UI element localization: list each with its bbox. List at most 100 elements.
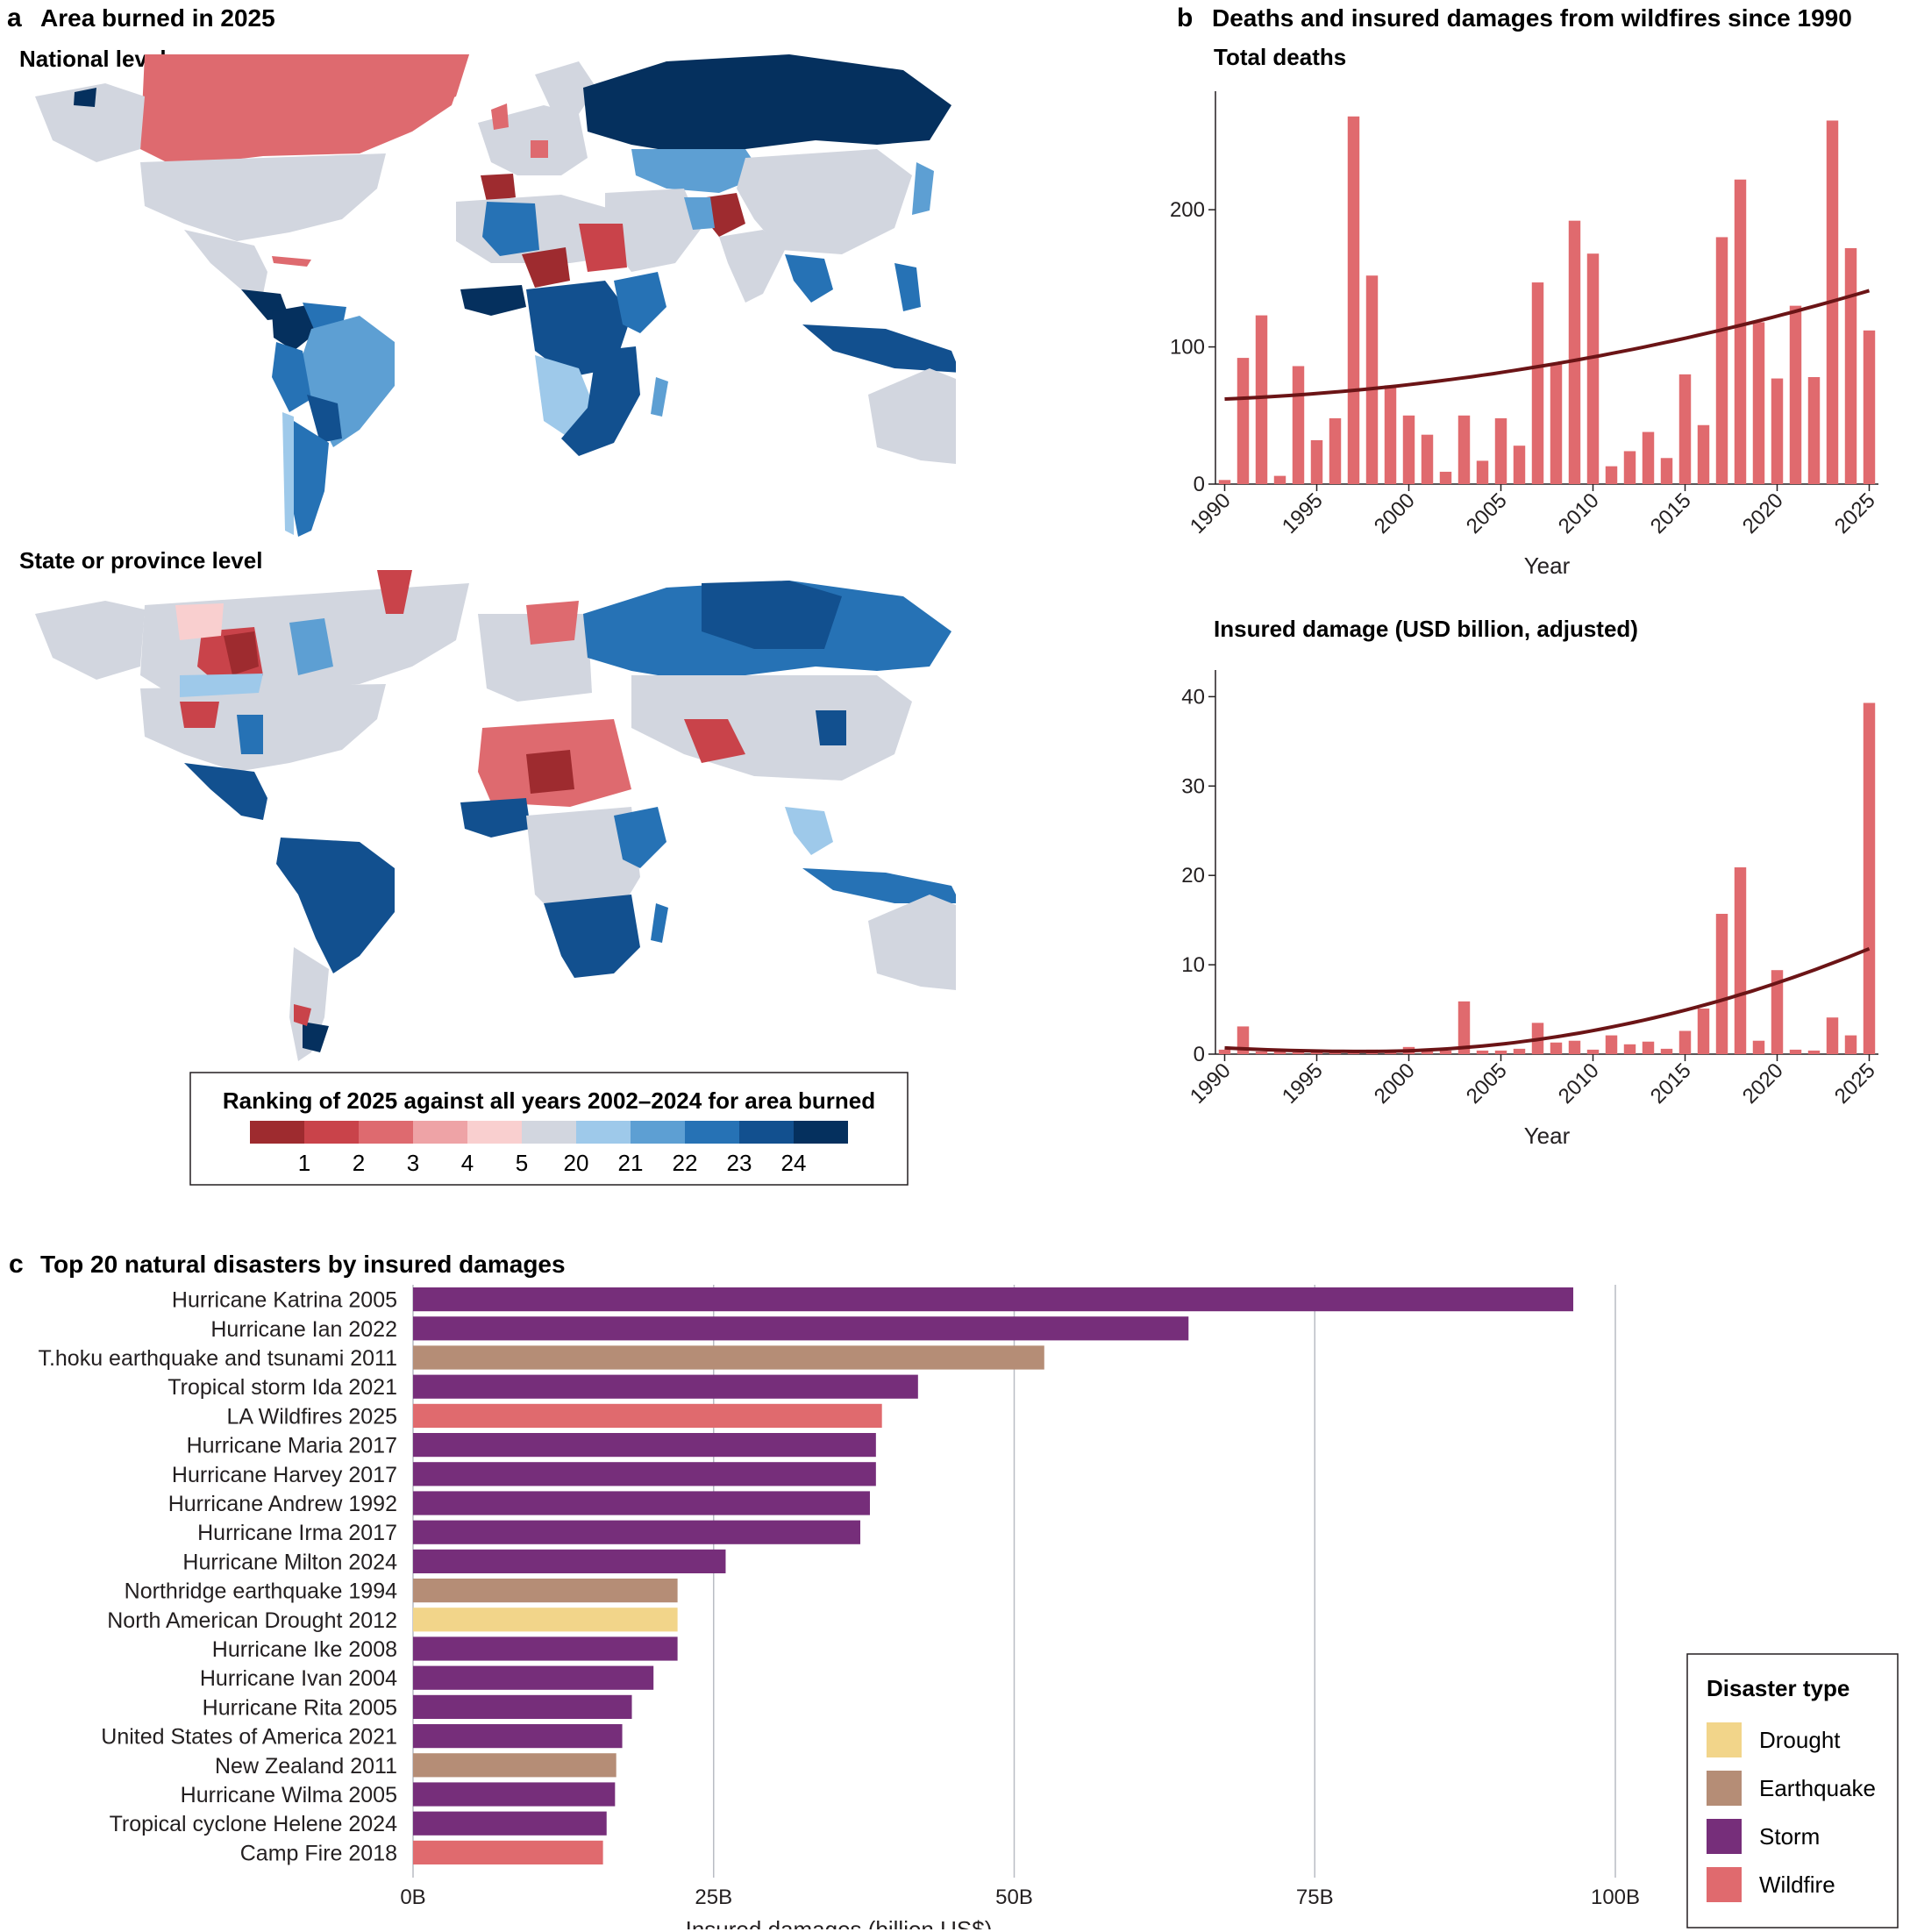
damage-bar-2010 — [1586, 1049, 1600, 1054]
damage-bar-2014 — [1660, 1048, 1673, 1054]
deaths-bar-1992 — [1255, 315, 1268, 484]
state-map-usa-southeast — [237, 715, 263, 754]
damage-bar-2012 — [1623, 1044, 1636, 1054]
damage-bar-2003 — [1457, 1001, 1471, 1054]
legend-label-5: 5 — [516, 1150, 528, 1176]
legend-swatch-storm — [1707, 1819, 1742, 1854]
map-scandinavia — [535, 61, 596, 114]
damage-chart-title: Insured damage (USD billion, adjusted) — [1214, 616, 1638, 642]
deaths-bar-2013 — [1642, 431, 1655, 484]
disaster-label-3: T.hoku earthquake and tsunami 2011 — [38, 1346, 397, 1371]
state-map-canada-red — [224, 631, 259, 675]
map-iran — [684, 197, 715, 230]
deaths-xtick-label-2010: 2010 — [1554, 488, 1604, 538]
deaths-bar-2015 — [1678, 374, 1692, 484]
map-alaska-tip — [74, 88, 96, 107]
legend-swatch-8 — [631, 1121, 685, 1144]
damage-ytick-label-20: 20 — [1181, 864, 1205, 888]
map-australia — [868, 368, 956, 464]
map-argentina — [289, 421, 329, 537]
legend-label-2: 2 — [353, 1150, 365, 1176]
ranking-legend-title: Ranking of 2025 against all years 2002–2… — [223, 1087, 875, 1114]
deaths-bar-2001 — [1421, 434, 1434, 484]
deaths-bar-2007 — [1531, 282, 1544, 484]
damage-ytick-label-40: 40 — [1181, 685, 1205, 709]
deaths-xtick-label-2020: 2020 — [1738, 488, 1788, 538]
damage-bar-1990 — [1218, 1049, 1231, 1054]
deaths-bar-2016 — [1697, 424, 1710, 484]
panel-c-header: c Top 20 natural disasters by insured da… — [9, 1250, 566, 1279]
deaths-chart-title: Total deaths — [1214, 44, 1346, 70]
disasters-x-axis-label: Insured damages (billion US$) — [686, 1916, 993, 1929]
disaster-bar-16 — [413, 1724, 623, 1749]
map-east-africa — [614, 272, 666, 333]
map-india — [719, 230, 785, 303]
damage-bar-2020 — [1771, 970, 1784, 1054]
legend-label-23: 23 — [727, 1150, 752, 1176]
map-japan — [912, 162, 934, 215]
damage-bar-1992 — [1255, 1051, 1268, 1054]
legend-label-4: 4 — [461, 1150, 474, 1176]
state-map-australia — [868, 895, 956, 990]
damage-bar-2008 — [1550, 1042, 1563, 1054]
damage-bar-2018 — [1734, 867, 1747, 1054]
damage-bar-2015 — [1678, 1030, 1692, 1054]
disaster-bar-17 — [413, 1753, 616, 1778]
deaths-bar-2018 — [1734, 179, 1747, 484]
deaths-bar-1995 — [1310, 439, 1323, 484]
disaster-bar-15 — [413, 1694, 632, 1719]
state-map-north-africa-dark — [526, 750, 574, 794]
disaster-label-5: LA Wildfires 2025 — [226, 1404, 397, 1429]
legend-swatch-10 — [739, 1121, 794, 1144]
disaster-bar-1 — [413, 1287, 1574, 1312]
damage-bar-2013 — [1642, 1041, 1655, 1054]
deaths-bar-2012 — [1623, 451, 1636, 484]
map-philippines — [894, 263, 921, 311]
map-mozambique — [561, 346, 640, 456]
disaster-bar-6 — [413, 1433, 876, 1458]
map-mexico — [184, 230, 267, 294]
disaster-bar-13 — [413, 1636, 678, 1661]
deaths-ytick-label-200: 200 — [1170, 198, 1205, 222]
damage-bar-1993 — [1273, 1051, 1286, 1054]
deaths-bar-1990 — [1218, 480, 1231, 484]
disaster-bar-9 — [413, 1520, 861, 1544]
map-spain — [481, 174, 516, 202]
disaster-type-legend-title: Disaster type — [1707, 1675, 1849, 1701]
deaths-bar-2019 — [1752, 322, 1765, 484]
panel-a-letter: a — [7, 4, 22, 32]
map-peru — [272, 342, 311, 412]
disaster-label-16: United States of America 2021 — [101, 1725, 397, 1750]
disaster-bar-18 — [413, 1782, 616, 1807]
disaster-bar-3 — [413, 1345, 1044, 1370]
state-map-patagonia-red — [294, 1004, 311, 1026]
map-indonesia — [802, 324, 956, 373]
damage-xtick-label-2005: 2005 — [1462, 1059, 1512, 1109]
state-map-southern-africa — [544, 895, 640, 978]
state-map-asia — [631, 675, 912, 781]
disaster-bar-19 — [413, 1811, 607, 1836]
damage-bar-2019 — [1752, 1040, 1765, 1054]
panel-a-title: Area burned in 2025 — [40, 4, 275, 32]
panel-a-svg: a Area burned in 2025 National level Sta… — [7, 4, 956, 1061]
disaster-label-11: Northridge earthquake 1994 — [125, 1579, 397, 1604]
damage-bar-2004 — [1476, 1050, 1489, 1054]
disaster-label-13: Hurricane Ike 2008 — [212, 1637, 397, 1662]
disaster-bar-8 — [413, 1491, 870, 1515]
ranking-legend-swatches — [250, 1121, 848, 1144]
legend-label-20: 20 — [564, 1150, 589, 1176]
disaster-bar-12 — [413, 1608, 678, 1632]
state-level-map — [35, 570, 956, 1061]
map-sudan — [579, 224, 627, 272]
deaths-bar-1997 — [1347, 116, 1360, 484]
damage-bar-2021 — [1789, 1049, 1802, 1054]
deaths-bar-2014 — [1660, 458, 1673, 484]
disaster-label-10: Hurricane Milton 2024 — [182, 1550, 397, 1574]
deaths-bar-1991 — [1237, 358, 1250, 484]
deaths-xtick-label-1995: 1995 — [1278, 488, 1328, 538]
deaths-bar-2025 — [1863, 330, 1876, 484]
deaths-ytick-label-0: 0 — [1194, 473, 1205, 496]
deaths-xtick-label-2025: 2025 — [1830, 488, 1880, 538]
panel-c-title: Top 20 natural disasters by insured dama… — [40, 1251, 566, 1278]
